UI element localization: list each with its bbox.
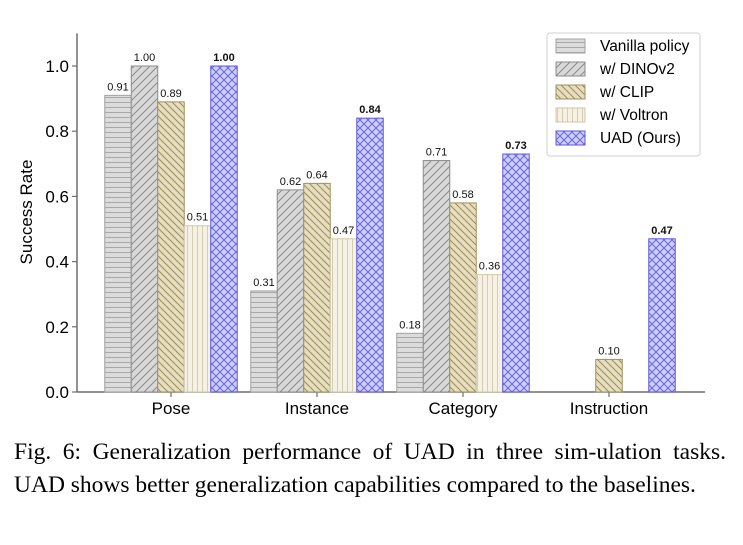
bar-uad-ours-instruction xyxy=(648,238,676,393)
bar-w-voltron-instance xyxy=(329,238,358,393)
y-tick-label: 1.0 xyxy=(45,57,69,76)
bar-w-voltron-pose xyxy=(183,225,212,393)
bars xyxy=(104,65,676,393)
legend-swatch xyxy=(555,61,586,77)
y-tick-label: 0.4 xyxy=(45,253,69,272)
bar-w-voltron-category xyxy=(475,274,504,393)
data-label: 0.73 xyxy=(505,140,526,152)
bar-vanilla-policy-instance xyxy=(250,290,278,393)
data-label: 0.62 xyxy=(280,176,301,188)
data-label: 1.00 xyxy=(213,52,234,64)
y-tick-label: 0.8 xyxy=(45,122,69,141)
bar-w-dinov2-pose xyxy=(130,65,159,393)
data-label: 0.47 xyxy=(651,225,672,237)
legend-swatch xyxy=(555,84,586,100)
legend-entry-label: Vanilla policy xyxy=(600,38,690,55)
legend: Vanilla policy w/ DINOv2 w/ CLIP w/ Voltron… xyxy=(546,32,701,157)
legend-entry-label: w/ Voltron xyxy=(599,107,668,124)
bar-vanilla-policy-pose xyxy=(104,94,132,393)
bar-uad-ours-pose xyxy=(210,65,238,393)
data-label: 0.36 xyxy=(479,261,500,273)
x-tick-label: Pose xyxy=(152,399,191,418)
data-label: 0.89 xyxy=(160,88,181,100)
bar-w-dinov2-category xyxy=(422,160,451,393)
y-tick-label: 0.6 xyxy=(45,187,69,206)
data-label: 0.18 xyxy=(399,319,420,331)
legend-entry-label: w/ DINOv2 xyxy=(599,61,675,78)
data-label: 0.71 xyxy=(426,147,447,159)
data-label: 1.00 xyxy=(134,52,155,64)
data-label: 0.64 xyxy=(306,169,327,181)
legend-swatch xyxy=(555,107,586,123)
data-label: 0.58 xyxy=(452,189,473,201)
bar-vanilla-policy-category xyxy=(396,332,424,393)
y-tick-label: 0.0 xyxy=(45,383,69,402)
bar-w-clip-instruction xyxy=(595,358,623,393)
legend-swatch xyxy=(555,130,586,146)
x-tick-label: Category xyxy=(429,399,498,418)
figure-caption: Fig. 6: Generalization performance of UA… xyxy=(14,439,726,498)
bar-w-clip-pose xyxy=(157,101,185,393)
y-tick-label: 0.2 xyxy=(45,318,69,337)
data-label: 0.51 xyxy=(187,212,208,224)
y-axis-label: Success Rate xyxy=(17,160,36,265)
bar-w-dinov2-instance xyxy=(276,189,305,393)
x-tick-label: Instruction xyxy=(570,399,648,418)
data-label: 0.84 xyxy=(359,104,381,116)
data-label: 0.91 xyxy=(107,81,128,93)
data-label: 0.31 xyxy=(253,277,274,289)
x-tick-label: Instance xyxy=(285,399,349,418)
bar-w-clip-instance xyxy=(303,182,331,393)
data-label: 0.47 xyxy=(333,225,354,237)
data-label: 0.10 xyxy=(598,345,619,357)
legend-entry-label: w/ CLIP xyxy=(599,84,654,101)
legend-swatch xyxy=(555,38,586,54)
bar-chart: 0.0 0.2 0.4 0.6 0.8 1.0 Pose Instance Category In… xyxy=(17,32,705,418)
legend-entry-label: UAD (Ours) xyxy=(600,130,681,147)
bar-uad-ours-category xyxy=(502,153,530,393)
value-labels: 0.91 0.31 0.18 1.00 0.62 0.71 0.89 0.64 0.58 0.10… xyxy=(107,52,672,357)
bar-w-clip-category xyxy=(449,202,477,393)
bar-uad-ours-instance xyxy=(356,117,384,393)
